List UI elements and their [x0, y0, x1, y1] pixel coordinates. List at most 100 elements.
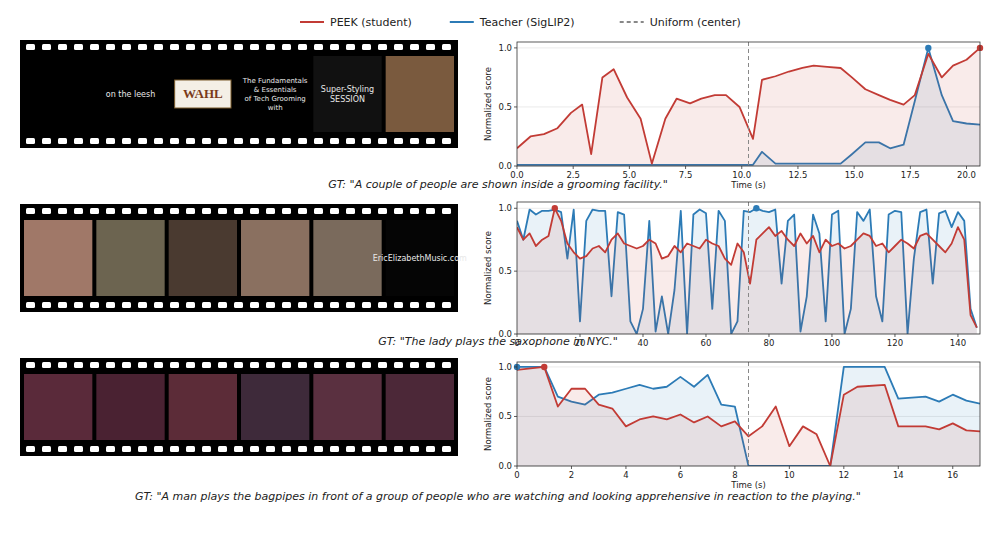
- uniform-center-line: [748, 42, 749, 166]
- sprocket: [42, 208, 51, 214]
- frame-text: with: [268, 104, 283, 112]
- sprocket: [394, 208, 403, 214]
- frame-text: EricElizabethMusic.com: [373, 254, 467, 263]
- frame: [169, 220, 237, 296]
- sprocket: [42, 138, 51, 144]
- sprocket: [330, 208, 339, 214]
- sprocket: [58, 362, 67, 368]
- sprocket: [218, 138, 227, 144]
- frame-badge: [175, 80, 231, 108]
- sprocket: [330, 44, 339, 50]
- sprocket: [58, 446, 67, 452]
- x-tick: [573, 166, 574, 169]
- sprocket: [442, 362, 451, 368]
- y-tick-label: 0.0: [498, 161, 512, 171]
- x-tick-label: 14: [893, 470, 904, 480]
- sprocket: [282, 362, 291, 368]
- sprocket: [282, 302, 291, 308]
- sprocket: [170, 208, 179, 214]
- sprocket: [138, 138, 147, 144]
- sprocket: [426, 208, 435, 214]
- plot-area: [517, 42, 980, 166]
- sprocket: [234, 446, 243, 452]
- sprocket: [138, 208, 147, 214]
- peak-dot: [541, 364, 547, 370]
- sprocket: [26, 302, 35, 308]
- sprocket: [250, 44, 259, 50]
- series-area: [517, 208, 977, 334]
- sprocket: [442, 446, 451, 452]
- y-tick: [514, 166, 517, 167]
- sprocket: [298, 446, 307, 452]
- x-tick-label: 16: [947, 470, 958, 480]
- sprocket: [106, 362, 115, 368]
- frame: [169, 56, 237, 132]
- x-tick: [898, 466, 899, 469]
- sprocket: [74, 302, 83, 308]
- sprocket: [26, 138, 35, 144]
- sprocket: [282, 208, 291, 214]
- series-area: [517, 367, 980, 466]
- frame: [386, 374, 454, 440]
- y-tick-label: 1.0: [498, 362, 512, 372]
- sprocket: [266, 44, 275, 50]
- sprocket: [58, 44, 67, 50]
- sprocket: [362, 362, 371, 368]
- sprocket: [330, 362, 339, 368]
- sprocket: [122, 44, 131, 50]
- y-tick-label: 0.5: [498, 266, 512, 276]
- sprocket: [122, 138, 131, 144]
- sprocket: [202, 44, 211, 50]
- x-tick: [768, 334, 769, 337]
- sprocket: [250, 138, 259, 144]
- sprocket: [122, 446, 131, 452]
- x-tick: [705, 334, 706, 337]
- x-tick-label: 8: [732, 470, 737, 480]
- sprocket: [314, 302, 323, 308]
- sprocket: [362, 138, 371, 144]
- x-tick-label: 4: [623, 470, 628, 480]
- series-area: [517, 367, 980, 466]
- x-tick-label: 80: [764, 338, 775, 348]
- x-tick: [642, 334, 643, 337]
- chart: 02468101214160.00.51.0Time (s)Normalized…: [135, 362, 980, 503]
- x-tick: [894, 334, 895, 337]
- sprocket: [250, 208, 259, 214]
- y-tick-label: 1.0: [498, 203, 512, 213]
- frame: [241, 220, 309, 296]
- sprocket: [426, 302, 435, 308]
- caption: GT: "A couple of people are shown inside…: [328, 178, 668, 191]
- sprocket: [298, 302, 307, 308]
- frame: [313, 220, 381, 296]
- sprocket: [90, 44, 99, 50]
- sprocket: [346, 208, 355, 214]
- x-tick-label: 40: [638, 338, 649, 348]
- x-tick-label: 6: [678, 470, 683, 480]
- sprocket: [442, 44, 451, 50]
- sprocket: [42, 44, 51, 50]
- sprocket: [394, 302, 403, 308]
- sprocket: [266, 208, 275, 214]
- x-tick-label: 20.0: [957, 170, 976, 180]
- sprocket: [42, 362, 51, 368]
- y-tick: [514, 366, 517, 367]
- sprocket: [26, 44, 35, 50]
- frame-text: & Essentials: [254, 86, 297, 94]
- sprocket: [170, 138, 179, 144]
- frame: [241, 56, 309, 132]
- sprocket: [234, 362, 243, 368]
- sprocket: [154, 44, 163, 50]
- sprocket: [106, 302, 115, 308]
- sprocket: [74, 446, 83, 452]
- frame: [313, 374, 381, 440]
- sprocket: [122, 208, 131, 214]
- sprocket: [410, 208, 419, 214]
- x-tick-label: 140: [950, 338, 966, 348]
- y-tick-label: 0.5: [498, 411, 512, 421]
- sprocket: [378, 362, 387, 368]
- sprocket: [186, 44, 195, 50]
- sprocket: [58, 208, 67, 214]
- x-tick: [957, 334, 958, 337]
- frame-text: Super-Styling: [321, 85, 374, 94]
- x-tick: [843, 466, 844, 469]
